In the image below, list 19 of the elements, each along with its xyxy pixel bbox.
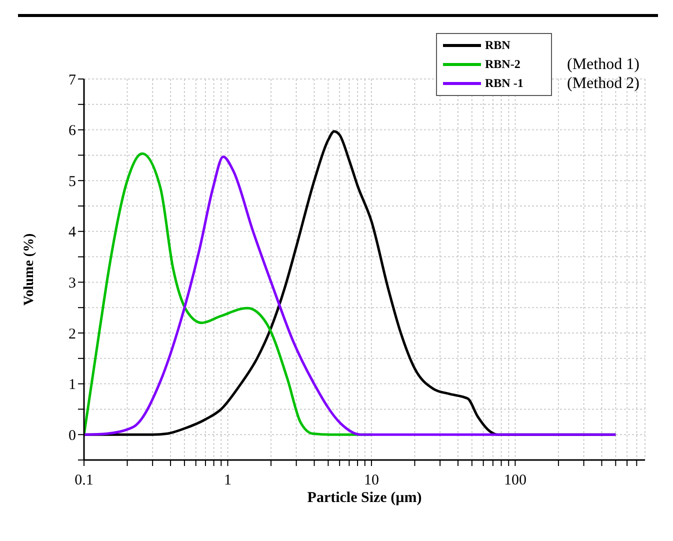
annotation: (Method 2) — [567, 74, 640, 93]
y-tick-label: 6 — [68, 123, 76, 140]
x-tick-label: 0.1 — [74, 472, 94, 489]
y-tick-label: 1 — [68, 377, 76, 394]
text: (Method 1) — [567, 55, 640, 74]
x-axis-title: Particle Size (µm) — [307, 490, 422, 506]
legend-label: RBN — [485, 38, 512, 53]
y-tick-label: 7 — [68, 72, 76, 88]
y-tick-label: 2 — [68, 326, 76, 342]
y-tick-label: 4 — [68, 224, 76, 241]
y-tick-label: 0 — [68, 428, 76, 444]
legend-label: RBN-2 — [485, 57, 522, 72]
legend-label: RBN -1 — [485, 76, 524, 91]
y-tick-label: 5 — [68, 174, 76, 190]
y-axis-title: Volume (%) — [22, 233, 37, 306]
x-tick-label: 100 — [504, 472, 526, 489]
x-tick-label: 10 — [364, 472, 379, 489]
y-tick-label: 3 — [68, 276, 76, 292]
x-tick-label: 1 — [224, 472, 232, 489]
